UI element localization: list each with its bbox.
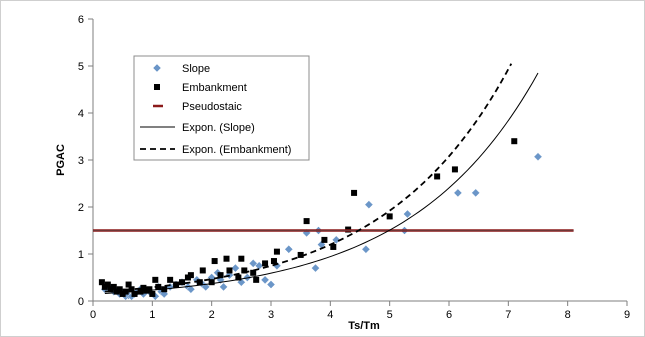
embankment-point — [98, 279, 105, 286]
x-tick-label: 2 — [209, 309, 215, 321]
slope-point — [248, 259, 258, 268]
y-tick-label: 4 — [78, 108, 84, 120]
x-tick-label: 8 — [565, 309, 571, 321]
legend-box — [133, 55, 310, 161]
embankment-point — [386, 213, 393, 220]
embankment-point — [262, 260, 269, 267]
embankment-point — [110, 283, 117, 290]
embankment-point — [199, 267, 206, 274]
legend-label-pseudostaic: Pseudostaic — [182, 101, 242, 113]
slope-point — [533, 152, 543, 161]
embankment-point — [511, 138, 518, 145]
slope-point — [331, 235, 341, 245]
slope-point — [266, 280, 276, 289]
slope-point — [186, 284, 196, 294]
embankment-point — [116, 286, 123, 293]
legend-swatch-slope — [152, 63, 162, 73]
embankment-point — [179, 279, 185, 286]
legend-label-embankment: Embankment — [182, 82, 247, 94]
embankment-point — [235, 274, 242, 281]
embankment-point — [217, 272, 224, 279]
x-tick-label: 6 — [446, 309, 452, 321]
expon-slope-trendline — [104, 72, 539, 294]
y-axis-title: PGAC — [55, 144, 67, 176]
slope-point — [284, 245, 294, 254]
x-tick-label: 4 — [327, 309, 333, 321]
embankment-point — [351, 189, 358, 196]
y-tick-label: 6 — [78, 14, 84, 26]
embankment-point — [250, 269, 257, 276]
embankment-point — [223, 255, 230, 262]
plot-series — [93, 63, 574, 301]
legend-label-slope: Slope — [182, 63, 210, 75]
embankment-point — [131, 290, 138, 297]
y-tick-label: 1 — [78, 249, 84, 261]
slope-point — [361, 245, 371, 254]
series-embankment — [98, 138, 518, 297]
embankment-point — [270, 258, 277, 265]
embankment-point — [434, 173, 441, 180]
embankment-point — [253, 276, 260, 283]
embankment-point — [208, 279, 215, 286]
embankment-point — [303, 218, 310, 225]
x-tick-label: 9 — [624, 309, 630, 321]
legend-swatch-embankment — [154, 84, 160, 90]
y-tick-label: 0 — [78, 296, 84, 308]
embankment-point — [104, 281, 111, 288]
embankment-point — [196, 279, 203, 286]
embankment-point — [321, 236, 328, 243]
legend-label-expon-slope: Expon. (Slope) — [182, 122, 255, 134]
embankment-point — [330, 243, 337, 250]
embankment-point — [297, 251, 304, 258]
y-tick-label: 2 — [78, 202, 84, 214]
slope-point — [471, 188, 480, 198]
embankment-point — [273, 248, 280, 255]
x-axis-title: Ts/Tm — [348, 320, 380, 332]
axes: 0 1 2 3 4 5 6 7 8 9 0 1 2 3 4 5 6 Ts/Tm PGAC — [55, 14, 630, 332]
slope-point — [453, 188, 463, 198]
embankment-point — [451, 166, 458, 173]
embankment-point — [125, 281, 132, 288]
legend: Slope Embankment Pseudostaic Expon. (Slope)… — [133, 55, 310, 161]
embankment-point — [152, 276, 159, 283]
legend-label-expon-embankment: Expon. (Embankment) — [182, 144, 291, 156]
slope-point — [231, 263, 240, 273]
x-tick-label: 7 — [505, 309, 511, 321]
slope-point — [311, 263, 320, 273]
slope-point — [364, 200, 374, 209]
slope-point — [219, 282, 228, 292]
x-tick-label: 5 — [387, 309, 393, 321]
x-tick-label: 3 — [268, 309, 274, 321]
embankment-point — [187, 272, 194, 279]
y-tick-label: 5 — [78, 61, 84, 73]
embankment-point — [146, 286, 153, 293]
slope-point — [260, 275, 270, 285]
embankment-point — [167, 276, 174, 283]
embankment-point — [226, 267, 233, 274]
x-tick-label: 1 — [149, 309, 155, 321]
embankment-point — [241, 267, 248, 274]
expon-embankment-trendline — [104, 63, 513, 293]
slope-point — [403, 209, 412, 219]
y-tick-label: 3 — [78, 155, 84, 167]
x-tick-label: 0 — [90, 309, 96, 321]
embankment-point — [137, 288, 144, 295]
embankment-point — [128, 286, 135, 293]
embankment-point — [149, 290, 156, 297]
embankment-point — [238, 255, 245, 262]
embankment-point — [211, 258, 218, 265]
embankment-point — [122, 288, 129, 295]
